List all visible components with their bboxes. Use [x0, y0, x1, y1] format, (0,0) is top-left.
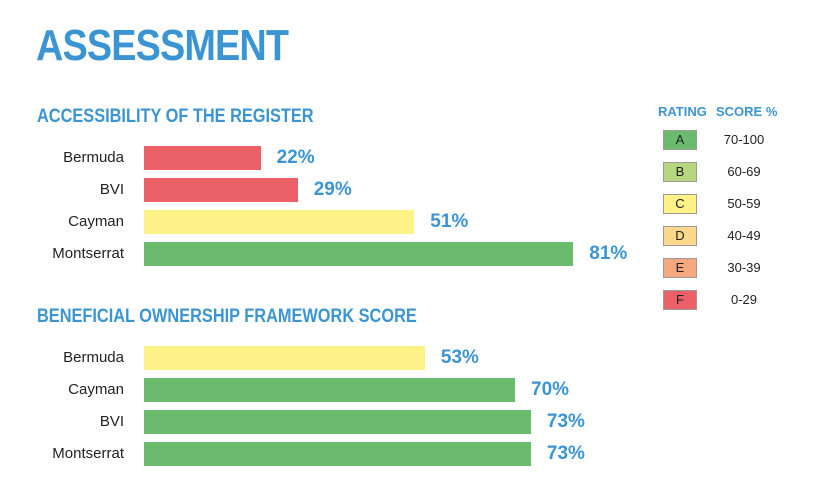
bar [144, 242, 574, 266]
value-label: 29% [313, 179, 352, 200]
value-label: 53% [440, 347, 479, 368]
bar-row: Cayman 70% [0, 378, 700, 402]
category-label: BVI [99, 181, 124, 198]
rating-legend: RATING SCORE % A 70-100 B 60-69 C 50-59 D 40-49… [650, 100, 790, 330]
legend-range: 50-59 [727, 196, 761, 211]
value-label: 70% [531, 379, 570, 400]
category-label: Montserrat [52, 445, 124, 462]
value-label: 51% [430, 211, 469, 232]
category-label: Cayman [68, 213, 124, 230]
legend-row: F 0-29 [650, 290, 790, 310]
page-title: ASSESSMENT [36, 21, 289, 70]
bar-row: BVI 73% [0, 410, 700, 434]
bar [144, 442, 531, 466]
accessibility-bar-chart: Bermuda 22% BVI 29% Cayman 51% Montserrat 81% [0, 146, 700, 276]
value-label: 81% [589, 243, 628, 264]
legend-row: A 70-100 [650, 130, 790, 150]
legend-range: 60-69 [727, 164, 761, 179]
legend-row: B 60-69 [650, 162, 790, 182]
bar [144, 346, 425, 370]
legend-swatch: A [663, 130, 697, 150]
category-label: Cayman [68, 381, 124, 398]
legend-swatch: E [663, 258, 697, 278]
bar [144, 146, 261, 170]
bar [144, 378, 515, 402]
legend-row: E 30-39 [650, 258, 790, 278]
legend-row: C 50-59 [650, 194, 790, 214]
legend-row: D 40-49 [650, 226, 790, 246]
legend-swatch: C [663, 194, 697, 214]
chart-1-title: ACCESSIBILITY OF THE REGISTER [37, 106, 314, 127]
chart-2-title: BENEFICIAL OWNERSHIP FRAMEWORK SCORE [37, 306, 417, 327]
legend-swatch: F [663, 290, 697, 310]
value-label: 22% [276, 147, 315, 168]
bar [144, 410, 531, 434]
bar-row: Bermuda 22% [0, 146, 700, 170]
legend-range: 0-29 [730, 292, 758, 307]
legend-range: 70-100 [723, 132, 765, 147]
bar-row: BVI 29% [0, 178, 700, 202]
bar-row: Cayman 51% [0, 210, 700, 234]
beneficial-ownership-bar-chart: Bermuda 53% Cayman 70% BVI 73% Montserrat 73% [0, 346, 700, 476]
bar-row: Montserrat 73% [0, 442, 700, 466]
category-label: Montserrat [52, 245, 124, 262]
category-label: Bermuda [63, 149, 124, 166]
value-label: 73% [546, 443, 585, 464]
value-label: 73% [546, 411, 585, 432]
legend-swatch: D [663, 226, 697, 246]
bar [144, 178, 298, 202]
legend-range: 30-39 [727, 260, 761, 275]
legend-range: 40-49 [727, 228, 761, 243]
category-label: BVI [99, 413, 124, 430]
category-label: Bermuda [63, 349, 124, 366]
bar-row: Montserrat 81% [0, 242, 700, 266]
legend-swatch: B [663, 162, 697, 182]
bar [144, 210, 415, 234]
legend-rating-header: RATING [658, 104, 707, 119]
legend-score-header: SCORE % [716, 104, 778, 119]
bar-row: Bermuda 53% [0, 346, 700, 370]
